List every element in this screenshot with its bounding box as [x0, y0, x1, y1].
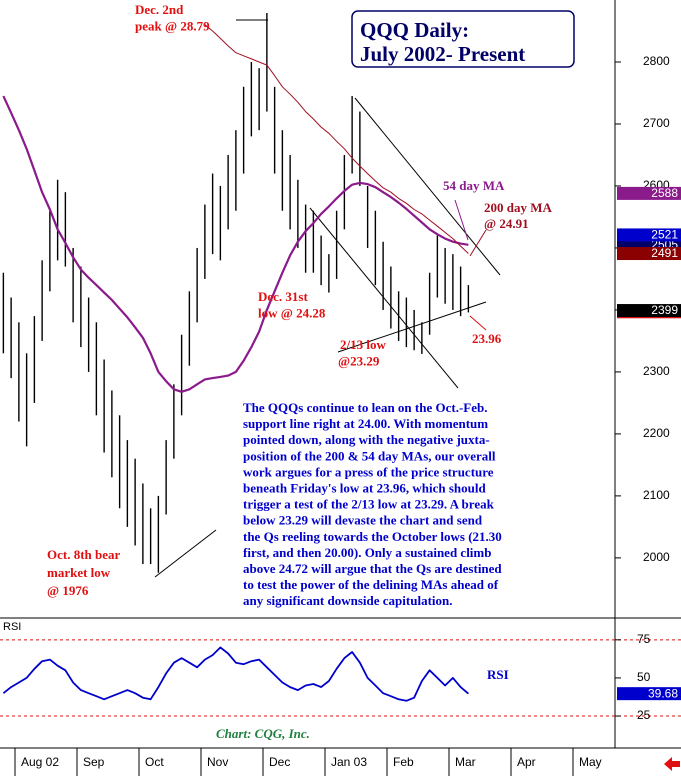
moving-average: [204, 24, 469, 254]
commentary-line: work argues for a press of the price str…: [243, 464, 494, 479]
price-marker-label: 39.68: [648, 686, 678, 700]
channel-top: [354, 97, 501, 276]
y-tick-label: 2800: [643, 54, 670, 68]
annotation: 23.96: [472, 331, 502, 346]
moving-average: [2, 95, 469, 393]
annotation: 2/13 low: [340, 337, 386, 352]
price-marker-box: [617, 247, 681, 261]
rsi-line: [2, 646, 469, 702]
annotation: market low: [47, 565, 111, 580]
commentary-line: to test the power of the delining MAs ah…: [243, 577, 499, 592]
y-tick-label: 75: [637, 632, 651, 646]
title-box: [351, 10, 575, 68]
commentary-line: position of the 200 & 54 day MAs, our ov…: [243, 448, 496, 463]
channel-bottom: [309, 207, 459, 389]
ma54-pointer: [454, 199, 469, 241]
price-marker-box: [617, 228, 681, 242]
series-label: 54 day MA: [443, 178, 505, 193]
annotation: Dec. 31st: [258, 289, 308, 304]
support-line: [337, 301, 487, 353]
x-tick-label: Aug 02: [21, 755, 59, 769]
x-tick-label: Dec: [269, 755, 290, 769]
y-tick-label: 2700: [643, 116, 670, 130]
y-tick-label: 50: [637, 670, 651, 684]
panel-label: RSI: [3, 621, 21, 633]
trend-lines: [154, 19, 501, 578]
annotation: @23.29: [338, 353, 380, 368]
commentary-line: the Qs reeling towards the October lows …: [243, 529, 502, 544]
commentary-line: The QQQs continue to lean on the Oct.-Fe…: [243, 400, 487, 415]
commentary-line: above 24.72 will argue that the Qs are d…: [243, 561, 502, 576]
y-tick-label: 2000: [643, 550, 670, 564]
x-tick-label: Sep: [83, 755, 105, 769]
commentary-line: support line right at 24.00. With moment…: [243, 416, 488, 431]
annotation: Dec. 2nd: [135, 2, 184, 17]
ma200-pointer: [469, 229, 487, 257]
commentary-line: pointed down, along with the negative ju…: [243, 432, 490, 447]
annotation: peak @ 28.79: [135, 18, 210, 33]
annotation: @ 24.91: [484, 216, 529, 231]
price-marker-box: [617, 304, 681, 318]
x-tick-label: Apr: [517, 755, 536, 769]
commentary-line: below 23.29 will devaste the chart and s…: [243, 513, 483, 528]
x-tick-label: Mar: [455, 755, 476, 769]
x-tick-label: Nov: [207, 755, 228, 769]
low-pointer: [469, 315, 487, 331]
annotation: @ 1976: [47, 583, 89, 598]
y-tick-label: 2100: [643, 488, 670, 502]
oct-support: [154, 529, 217, 578]
y-tick-label: 2300: [643, 364, 670, 378]
y-tick-label: 2200: [643, 426, 670, 440]
price-marker-box: [617, 186, 681, 200]
x-tick-label: May: [579, 755, 602, 769]
price-marker-label: 2521: [651, 228, 678, 242]
commentary-line: beneath Friday's low at 23.96, which sho…: [243, 480, 486, 495]
y-tick-label: 25: [637, 708, 651, 722]
price-marker-label: 2399: [651, 303, 678, 317]
chart-title: QQQ Daily:: [360, 18, 469, 42]
price-marker-label: 2491: [651, 246, 678, 260]
commentary-line: any significant downside capitulation.: [243, 593, 453, 608]
price-marker-label: 2588: [651, 186, 678, 200]
annotation: Oct. 8th bear: [47, 547, 121, 562]
series-label: 200 day MA: [484, 200, 553, 215]
source-note: Chart: CQG, Inc.: [216, 726, 310, 741]
x-tick-label: Oct: [145, 755, 164, 769]
commentary-line: trigger a test of the 2/13 low at 23.29.…: [243, 497, 495, 512]
x-tick-label: Jan 03: [331, 755, 367, 769]
chart-title: July 2002- Present: [360, 42, 525, 66]
price-marker-box: [617, 687, 681, 701]
series-label: RSI: [487, 667, 509, 682]
annotation: low @ 24.28: [258, 305, 326, 320]
commentary-line: first, and then 20.00). Only a sustained…: [243, 545, 491, 560]
scroll-arrow: [664, 757, 680, 771]
x-tick-label: Feb: [393, 755, 414, 769]
